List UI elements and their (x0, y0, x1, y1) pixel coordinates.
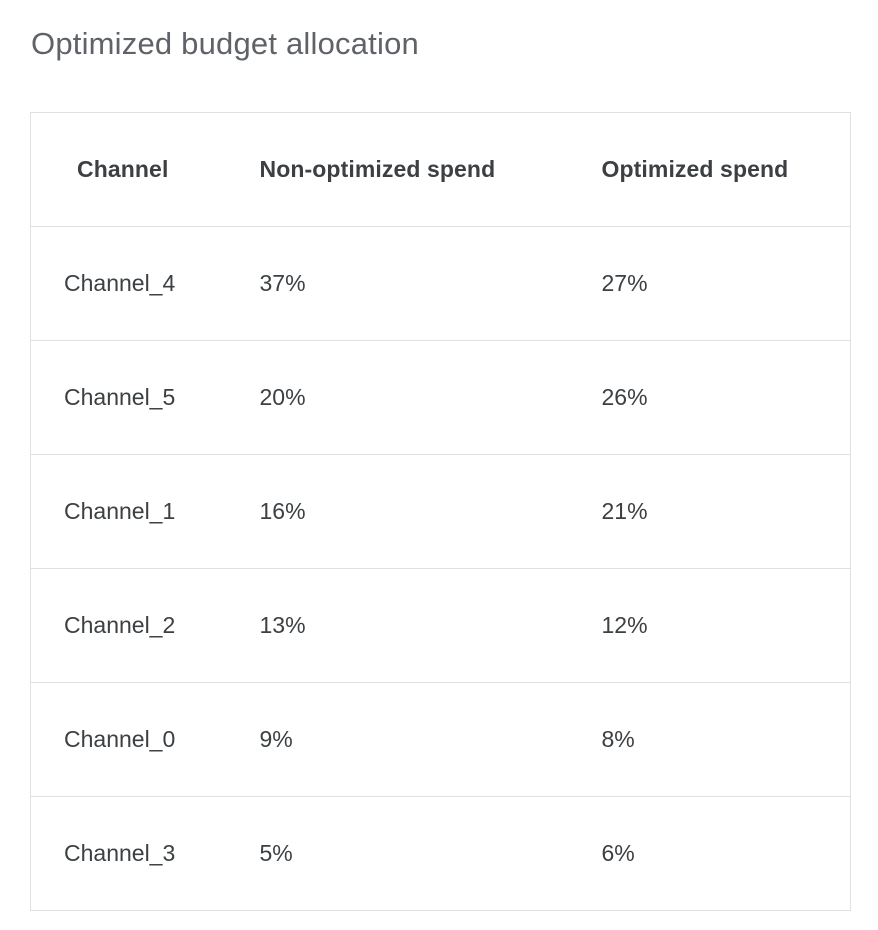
optimized-spend-cell: 6% (601, 840, 635, 866)
table-row: Channel_1 16% 21% (30, 454, 851, 569)
table-row: Channel_3 5% 6% (31, 797, 851, 911)
non-optimized-spend-cell: 16% (226, 454, 569, 569)
table-header: Channel Non-optimized spend Optimized sp… (30, 112, 851, 227)
channel-cell: Channel_3 (64, 840, 176, 866)
optimized-spend-cell: 12% (568, 568, 851, 683)
non-optimized-spend-cell: 5% (259, 840, 293, 866)
channel-cell: Channel_5 (30, 340, 227, 455)
channel-cell: Channel_0 (30, 682, 227, 797)
non-optimized-spend-cell: 13% (226, 568, 569, 683)
column-header-optimized-spend: Optimized spend (568, 112, 851, 227)
channel-cell: Channel_4 (30, 226, 227, 341)
optimized-spend-cell: 8% (568, 682, 851, 797)
table-row: Channel_0 9% 8% (30, 682, 851, 797)
column-header-channel: Channel (30, 112, 227, 227)
non-optimized-spend-cell: 9% (226, 682, 569, 797)
table-row: Channel_5 20% 26% (30, 340, 851, 455)
page-title: Optimized budget allocation (31, 26, 419, 61)
optimized-spend-cell: 27% (568, 226, 851, 341)
channel-cell: Channel_2 (30, 568, 227, 683)
channel-cell: Channel_1 (30, 454, 227, 569)
table-row: Channel_4 37% 27% (30, 226, 851, 341)
budget-allocation-table: Channel Non-optimized spend Optimized sp… (30, 112, 851, 911)
optimized-spend-cell: 21% (568, 454, 851, 569)
non-optimized-spend-cell: 37% (226, 226, 569, 341)
non-optimized-spend-cell: 20% (226, 340, 569, 455)
optimized-spend-cell: 26% (568, 340, 851, 455)
table-header-row: Channel Non-optimized spend Optimized sp… (30, 112, 851, 227)
table-row: Channel_2 13% 12% (30, 568, 851, 683)
column-header-non-optimized-spend: Non-optimized spend (226, 112, 569, 227)
table-body: Channel_4 37% 27% Channel_5 20% 26% Chan… (30, 226, 851, 911)
